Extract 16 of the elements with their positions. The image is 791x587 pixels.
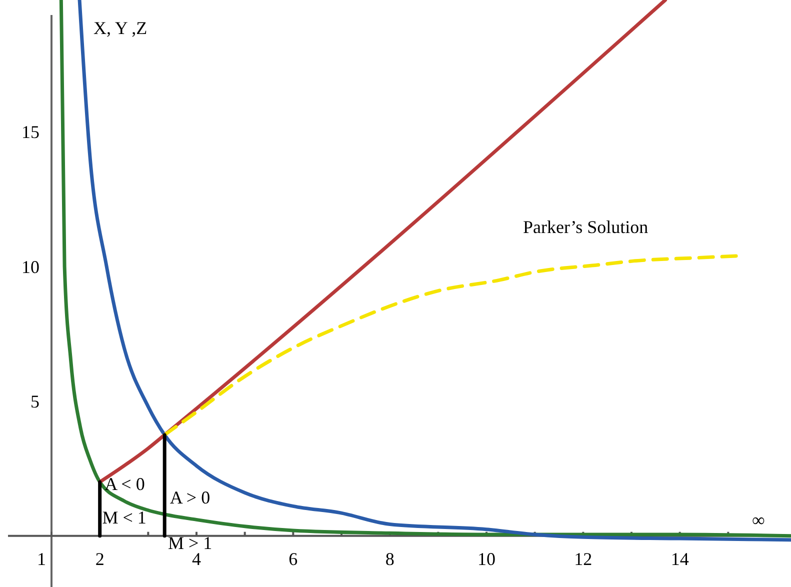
y-tick-label: 5: [30, 392, 40, 412]
x-tick-label: 1: [37, 548, 46, 569]
x-tick-label: 2: [95, 548, 104, 569]
annotation: M < 1: [102, 508, 146, 528]
y-tick-label: 15: [22, 122, 40, 142]
x-tick-label: 6: [288, 548, 298, 569]
y-tick-label: 10: [22, 256, 40, 277]
x-tick-label: 10: [478, 548, 496, 569]
annotation: A > 0: [170, 488, 210, 508]
annotation: ∞: [752, 510, 765, 530]
x-tick-label: 12: [574, 548, 592, 569]
annotation: Parker’s Solution: [523, 217, 648, 237]
annotation: A < 0: [104, 474, 145, 494]
x-tick-label: 14: [670, 548, 689, 569]
y-axis-title: X, Y ,Z: [94, 18, 148, 38]
x-tick-label: 8: [385, 548, 394, 569]
